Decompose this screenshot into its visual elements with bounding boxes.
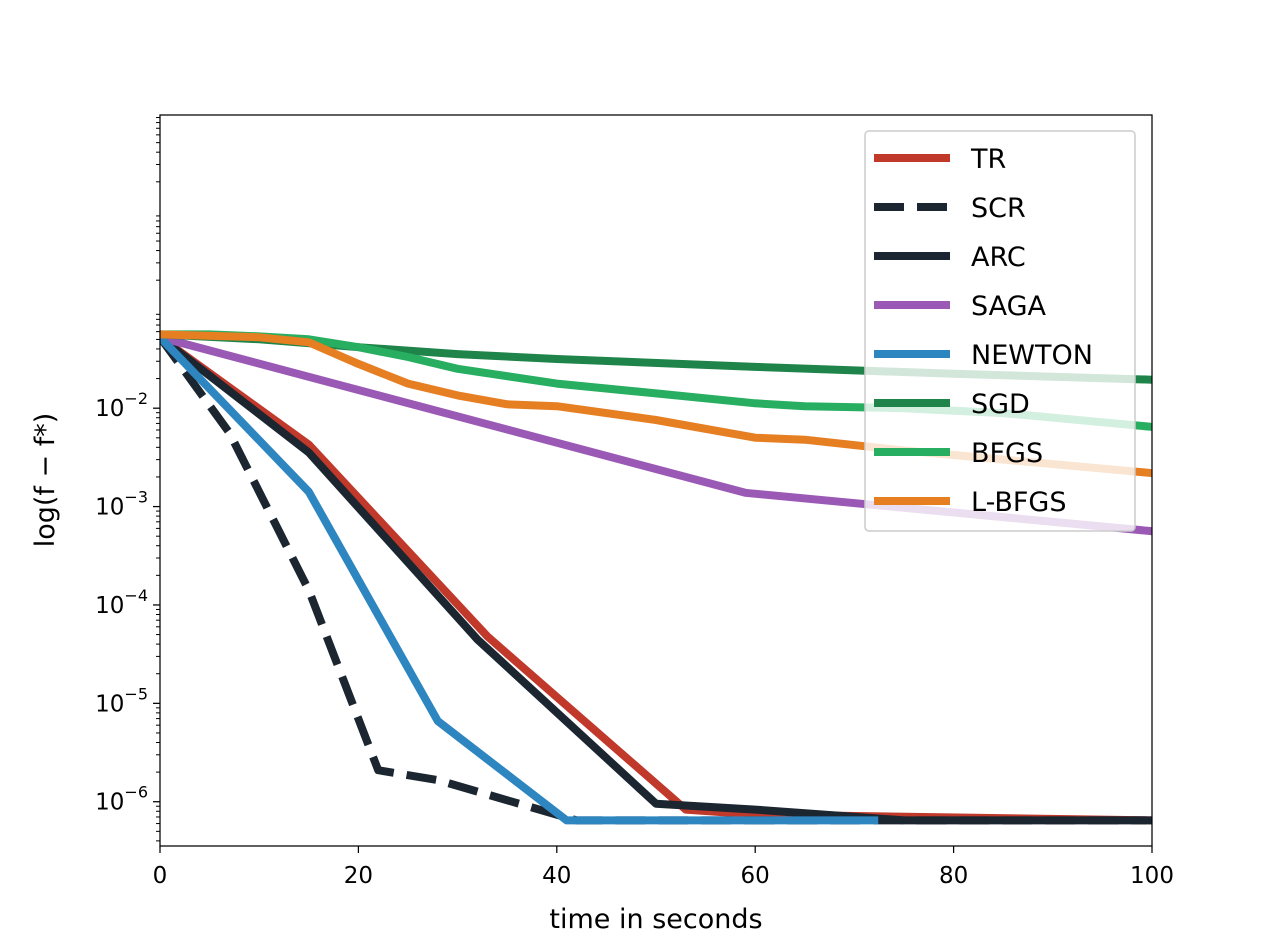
axis-layer: 0 20 40 60 80 100 10−2 10−3 10−4 10−5 10−6 <box>95 117 1174 889</box>
x-tick-label: 40 <box>542 863 571 889</box>
y-tick-label: 10−6 <box>95 783 148 816</box>
x-tick-label: 20 <box>344 863 373 889</box>
x-tick-label: 60 <box>741 863 770 889</box>
y-tick-label: 10−4 <box>95 586 148 619</box>
series-line-l-bfgs <box>160 330 1152 478</box>
legend-label-bfgs: BFGS <box>971 438 1043 469</box>
legend-label-scr: SCR <box>971 193 1026 224</box>
series-line-arc <box>160 332 1147 825</box>
y-tick-label: 10−2 <box>95 389 148 422</box>
legend-frame <box>864 130 1136 532</box>
x-tick-label: 100 <box>1130 863 1174 889</box>
y-tick-label: 10−3 <box>95 488 148 521</box>
series-line-newton <box>160 331 879 825</box>
plot-frame <box>159 114 1153 847</box>
legend: TR SCR ARC SAGA NEWTON SGD BFGS L-BFGS <box>864 130 1136 532</box>
y-tick-label: 10−5 <box>95 684 148 717</box>
legend-label-l-bfgs: L-BFGS <box>971 487 1066 518</box>
legend-label-sgd: SGD <box>971 389 1030 420</box>
x-axis-label: time in seconds <box>549 904 762 935</box>
legend-label-tr: TR <box>970 144 1006 175</box>
x-tick-label: 80 <box>939 863 968 889</box>
y-axis-label: log(f − f*) <box>30 413 61 548</box>
legend-label-newton: NEWTON <box>971 340 1093 371</box>
legend-label-arc: ARC <box>971 242 1026 273</box>
legend-label-saga: SAGA <box>971 291 1047 322</box>
x-tick-label: 0 <box>153 863 168 889</box>
